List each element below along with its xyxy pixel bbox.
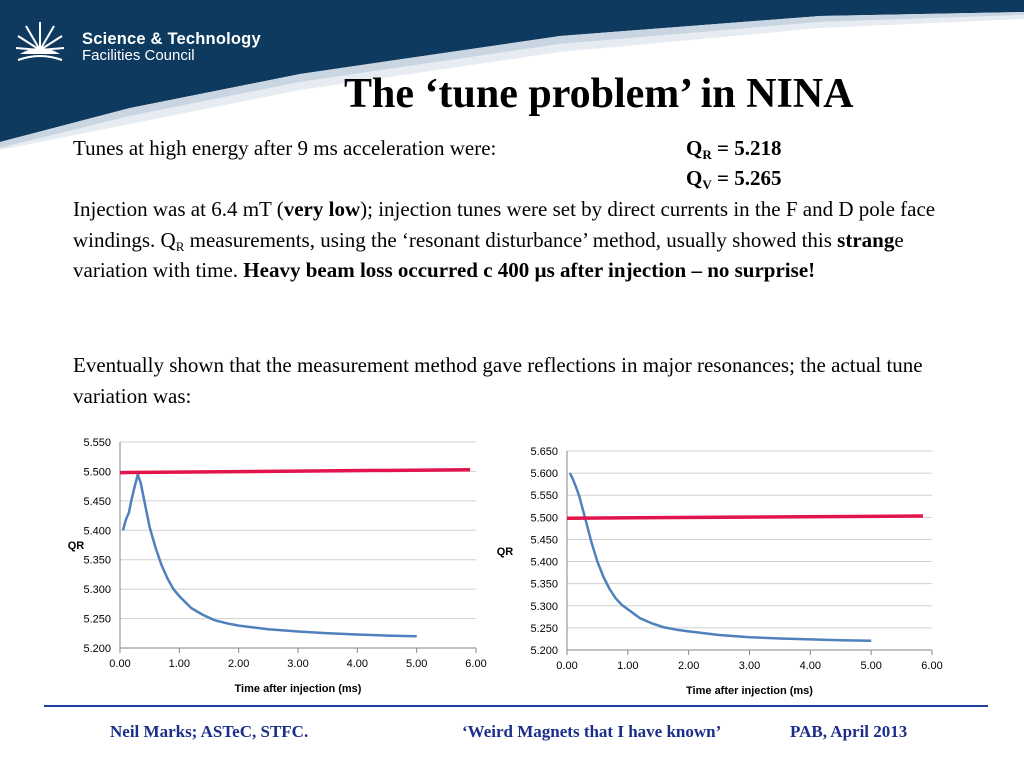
org-name-line2: Facilities Council (82, 47, 195, 64)
tune-curve (121, 473, 417, 638)
x-tick-label: 6.00 (465, 658, 486, 670)
x-tick-label: 4.00 (347, 658, 368, 670)
y-tick-label: 5.300 (530, 601, 558, 613)
y-tick-label: 5.200 (83, 643, 111, 655)
x-tick-label: 1.00 (617, 660, 638, 672)
y-axis-label: QR (68, 540, 85, 552)
y-tick-label: 5.200 (530, 645, 558, 657)
y-tick-label: 5.500 (83, 466, 111, 478)
y-tick-label: 5.600 (530, 468, 558, 480)
x-tick-label: 0.00 (556, 660, 577, 672)
y-tick-label: 5.400 (83, 525, 111, 537)
x-tick-label: 6.00 (921, 660, 942, 672)
q-v-value: QV = 5.265 (686, 166, 782, 192)
y-tick-label: 5.250 (530, 623, 558, 635)
tune-chart-right: 5.200 5.250 5.300 5.350 5.400 5.450 5.500 5.550… (497, 446, 943, 697)
x-tick-label: 4.00 (800, 660, 821, 672)
y-tick-label: 5.650 (530, 446, 558, 458)
y-tick-label: 5.250 (83, 614, 111, 626)
y-tick-label: 5.350 (83, 555, 111, 567)
footer-conference: PAB, April 2013 (790, 722, 908, 741)
eventually-paragraph: Eventually shown that the measurement me… (73, 353, 923, 408)
y-tick-label: 5.450 (83, 496, 111, 508)
y-tick-label: 5.350 (530, 579, 558, 591)
footer: Neil Marks; ASTeC, STFC. ‘Weird Magnets … (0, 722, 1024, 746)
x-tick-label: 2.00 (678, 660, 699, 672)
footer-divider (44, 705, 988, 707)
tune-chart-left: 5.200 5.250 5.300 5.350 5.400 5.450 5.500 5.550… (68, 437, 487, 695)
tunes-intro: Tunes at high energy after 9 ms accelera… (73, 136, 497, 160)
y-tick-label: 5.400 (530, 557, 558, 569)
injection-paragraph: Injection was at 6.4 mT (very low); inje… (73, 197, 936, 282)
slide-title: The ‘tune problem’ in NINA (344, 71, 854, 117)
x-tick-label: 5.00 (406, 658, 427, 670)
y-tick-label: 5.450 (530, 534, 558, 546)
x-tick-label: 0.00 (109, 658, 130, 670)
y-tick-label: 5.300 (83, 584, 111, 596)
x-axis-label: Time after injection (ms) (686, 685, 813, 697)
stfc-logo-icon (16, 22, 65, 61)
x-axis-label: Time after injection (ms) (235, 683, 362, 695)
x-tick-label: 3.00 (287, 658, 308, 670)
resonance-line (566, 514, 923, 520)
resonance-line (119, 467, 471, 475)
footer-author: Neil Marks; ASTeC, STFC. (110, 722, 309, 741)
x-tick-label: 3.00 (739, 660, 760, 672)
x-tick-label: 5.00 (860, 660, 881, 672)
x-tick-label: 2.00 (228, 658, 249, 670)
org-name-line1: Science & Technology (82, 30, 261, 48)
footer-talk-title: ‘Weird Magnets that I have known’ (462, 722, 722, 741)
x-tick-label: 1.00 (169, 658, 190, 670)
y-tick-label: 5.500 (530, 512, 558, 524)
header-banner (0, 0, 1024, 150)
tune-curve (568, 472, 872, 642)
y-axis-label: QR (497, 546, 514, 558)
y-tick-label: 5.550 (530, 490, 558, 502)
q-r-value: QR = 5.218 (686, 136, 782, 162)
y-tick-label: 5.550 (83, 437, 111, 449)
